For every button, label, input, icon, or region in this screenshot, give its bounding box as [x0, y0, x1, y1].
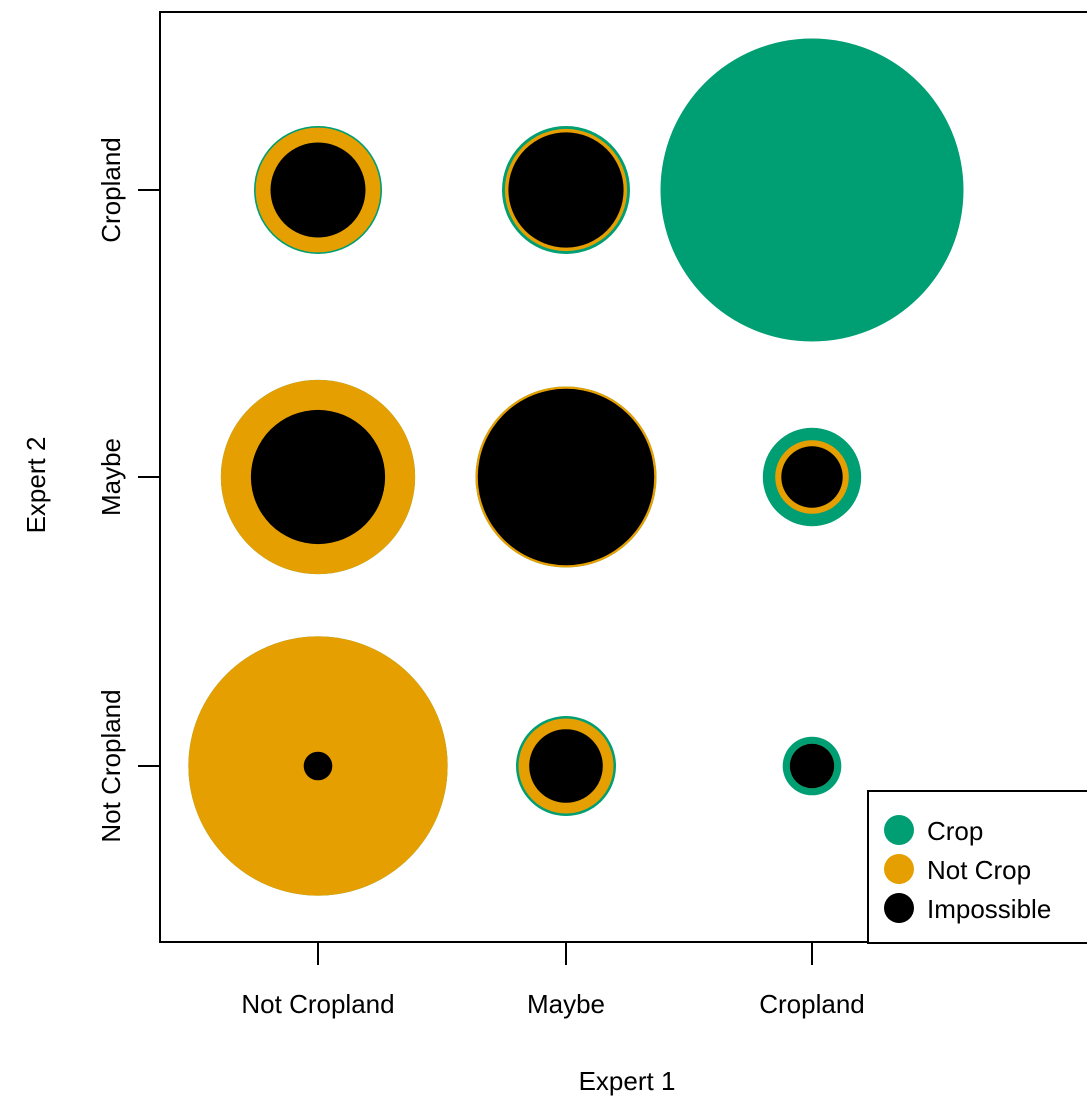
y-axis: Not Cropland Maybe Cropland Expert 2 [21, 137, 161, 843]
legend-crop-icon [884, 815, 914, 845]
x-tick-label: Not Cropland [241, 989, 394, 1019]
bubble-impossible [270, 142, 366, 238]
legend-impossible-icon [884, 893, 914, 923]
bubble-layer [188, 38, 964, 896]
bubble-impossible [250, 409, 386, 545]
legend-label-impossible: Impossible [927, 894, 1051, 924]
x-tick-label: Maybe [527, 989, 605, 1019]
legend-label-not-crop: Not Crop [927, 855, 1031, 885]
bubble-impossible [781, 446, 843, 508]
bubble-impossible [303, 751, 333, 781]
y-tick-label: Not Cropland [96, 689, 126, 842]
bubble-crop [660, 38, 964, 342]
y-tick-label: Maybe [96, 438, 126, 516]
x-axis-title: Expert 1 [579, 1066, 676, 1096]
legend: Crop Not Crop Impossible [867, 790, 1087, 944]
y-tick-label: Cropland [96, 137, 126, 243]
bubble-impossible [789, 743, 835, 789]
x-axis: Not Cropland Maybe Cropland Expert 1 [241, 941, 865, 1096]
bubble-impossible [508, 132, 624, 248]
bubble-impossible [529, 729, 603, 803]
x-tick-label: Cropland [759, 989, 865, 1019]
bubble-impossible [477, 388, 655, 566]
y-axis-title: Expert 2 [21, 437, 51, 534]
legend-label-crop: Crop [927, 816, 983, 846]
legend-not-crop-icon [884, 854, 914, 884]
